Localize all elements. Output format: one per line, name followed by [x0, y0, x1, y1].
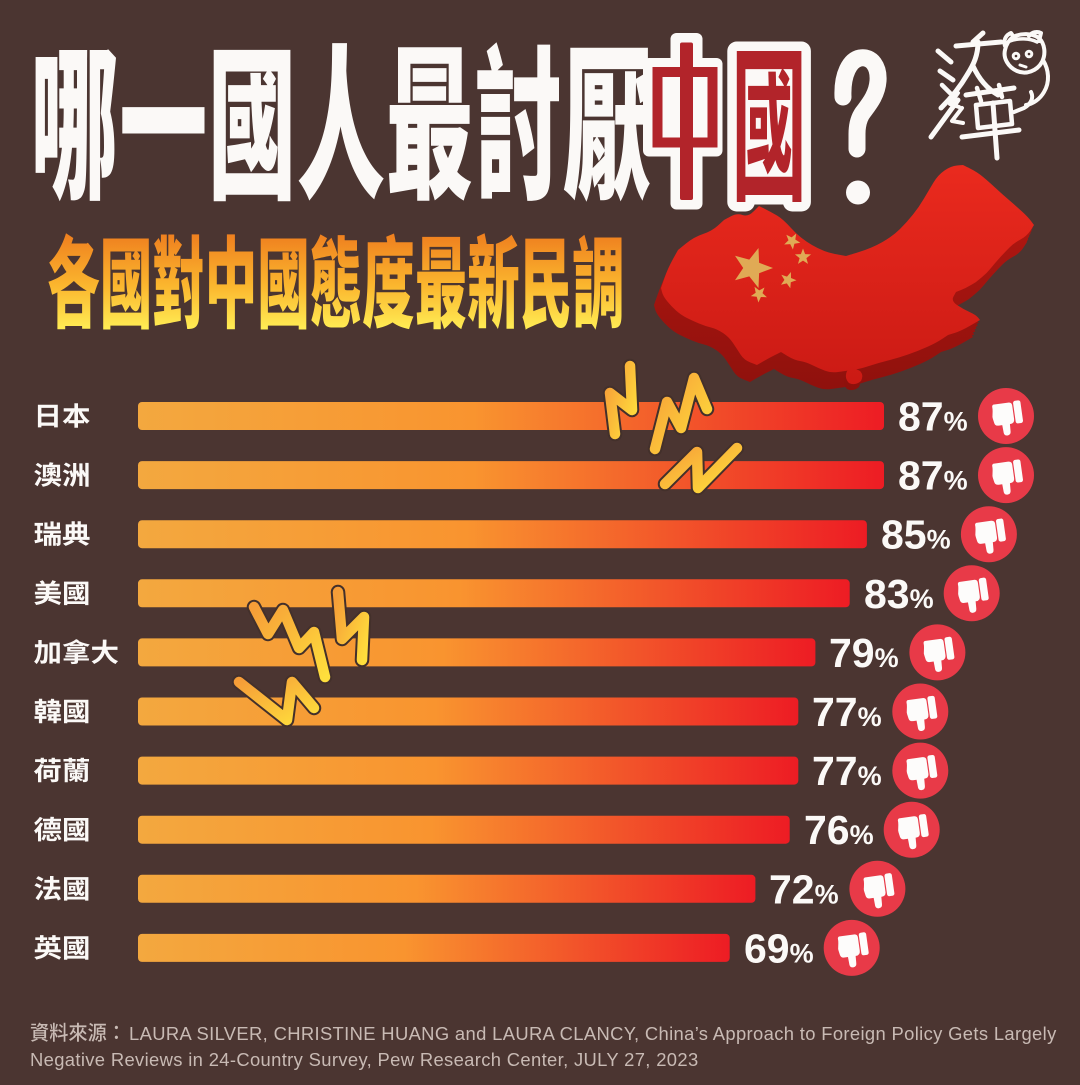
- svg-text:72%: 72%: [769, 866, 839, 912]
- svg-text:Negative Reviews in 24-Country: Negative Reviews in 24-Country Survey, P…: [30, 1049, 699, 1070]
- svg-text:LAURA SILVER, CHRISTINE HUANG: LAURA SILVER, CHRISTINE HUANG and LAURA …: [129, 1023, 1057, 1044]
- svg-text:77%: 77%: [812, 748, 882, 794]
- svg-text:69%: 69%: [744, 925, 814, 971]
- svg-text:87%: 87%: [898, 453, 968, 499]
- svg-text:79%: 79%: [829, 630, 899, 676]
